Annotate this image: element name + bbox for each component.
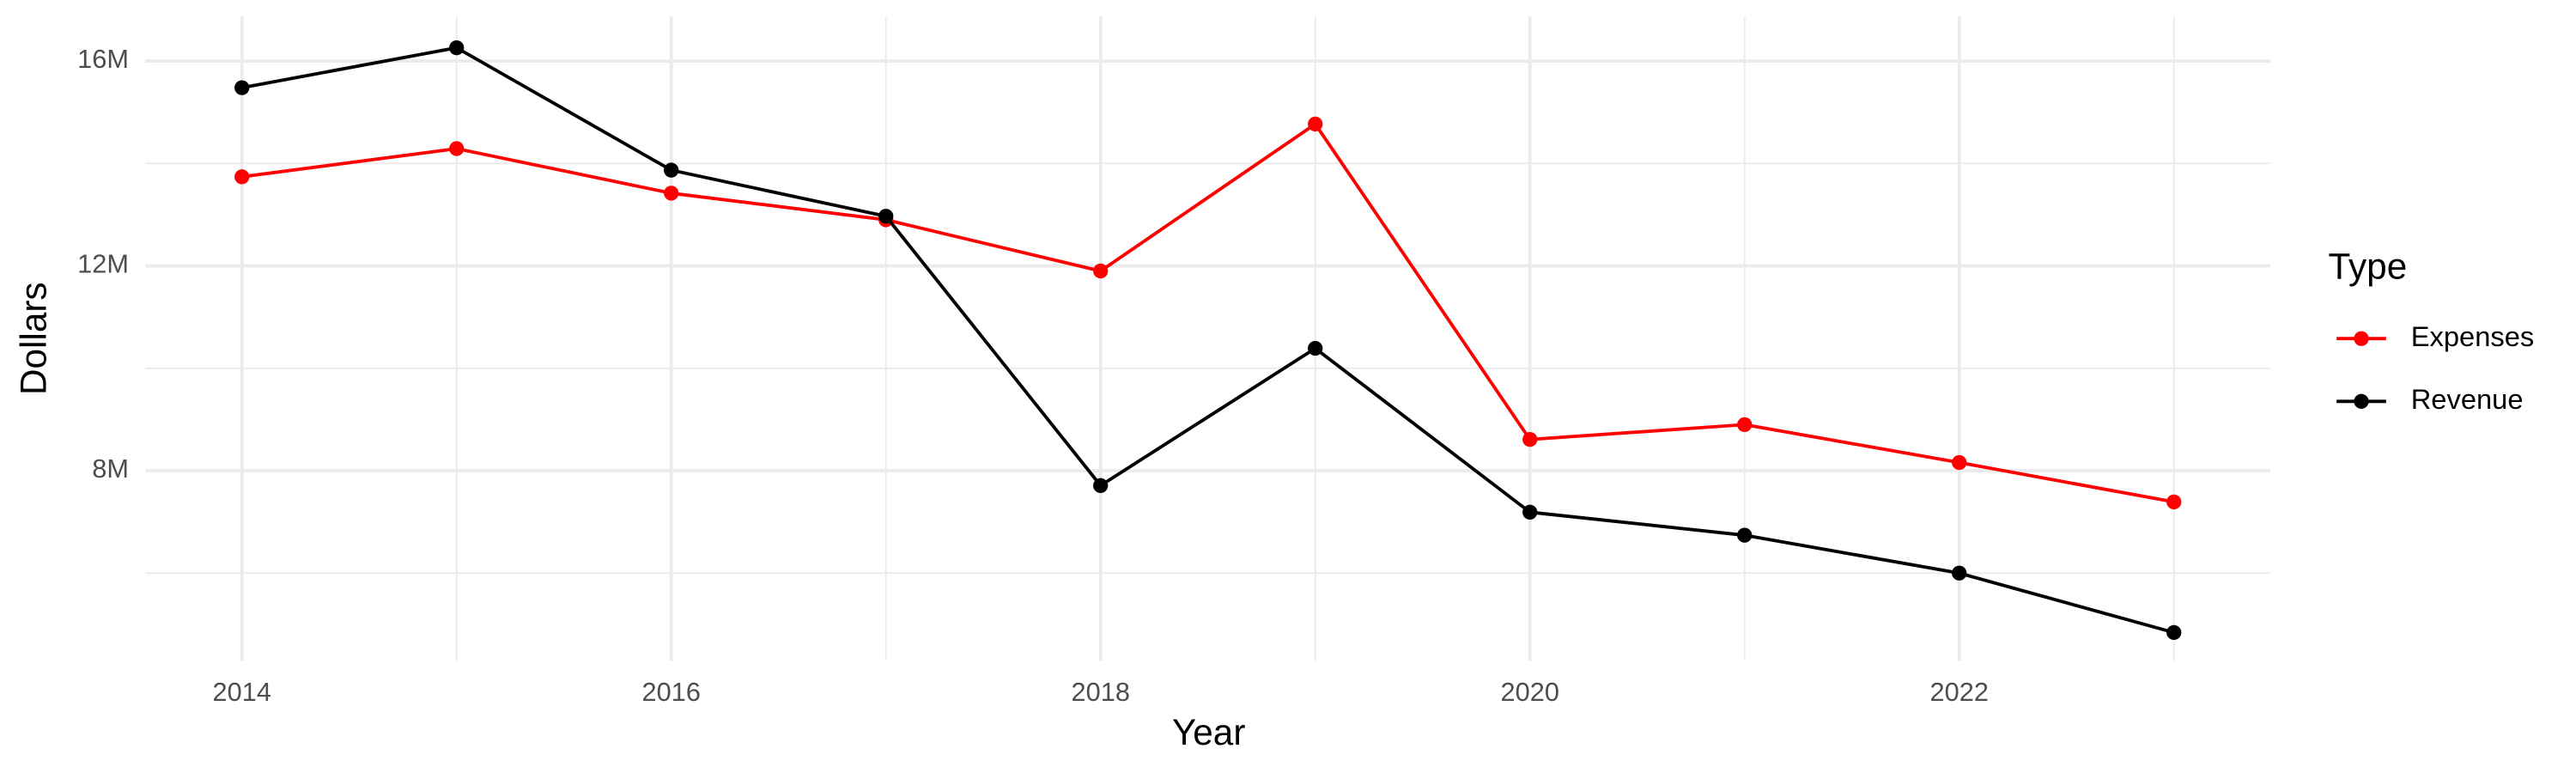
data-point — [2166, 494, 2182, 510]
data-point — [449, 141, 465, 156]
x-axis-label: Year — [1172, 712, 1245, 752]
data-point — [1093, 263, 1109, 279]
y-tick-label: 12M — [77, 249, 129, 279]
data-point — [878, 209, 894, 224]
x-tick-label: 2020 — [1501, 677, 1559, 707]
grid — [145, 16, 2271, 661]
data-point — [664, 162, 679, 178]
data-point — [449, 40, 465, 56]
data-point — [1308, 116, 1323, 132]
x-tick-label: 2022 — [1930, 677, 1989, 707]
x-tick-label: 2014 — [213, 677, 271, 707]
data-point — [234, 169, 250, 185]
y-axis-label: Dollars — [13, 282, 53, 395]
data-point — [1952, 565, 1967, 581]
data-point — [1737, 527, 1753, 543]
x-tick-label: 2018 — [1072, 677, 1130, 707]
data-point — [1308, 340, 1323, 356]
legend-label: Expenses — [2411, 320, 2535, 352]
data-point — [1737, 417, 1753, 433]
legend-label: Revenue — [2411, 383, 2524, 415]
x-tick-label: 2016 — [642, 677, 701, 707]
legend-marker — [2354, 393, 2369, 409]
data-point — [664, 186, 679, 201]
data-point — [1952, 454, 1967, 471]
data-point — [234, 80, 250, 95]
y-tick-label: 8M — [92, 453, 129, 484]
legend-title: Type — [2329, 247, 2408, 287]
data-point — [1522, 504, 1538, 520]
legend-marker — [2354, 331, 2369, 346]
data-point — [1522, 432, 1538, 447]
y-tick-label: 16M — [77, 44, 129, 74]
data-point — [1093, 478, 1109, 493]
series-line — [241, 121, 2175, 504]
series-line — [241, 46, 2175, 635]
data-point — [2166, 624, 2182, 641]
